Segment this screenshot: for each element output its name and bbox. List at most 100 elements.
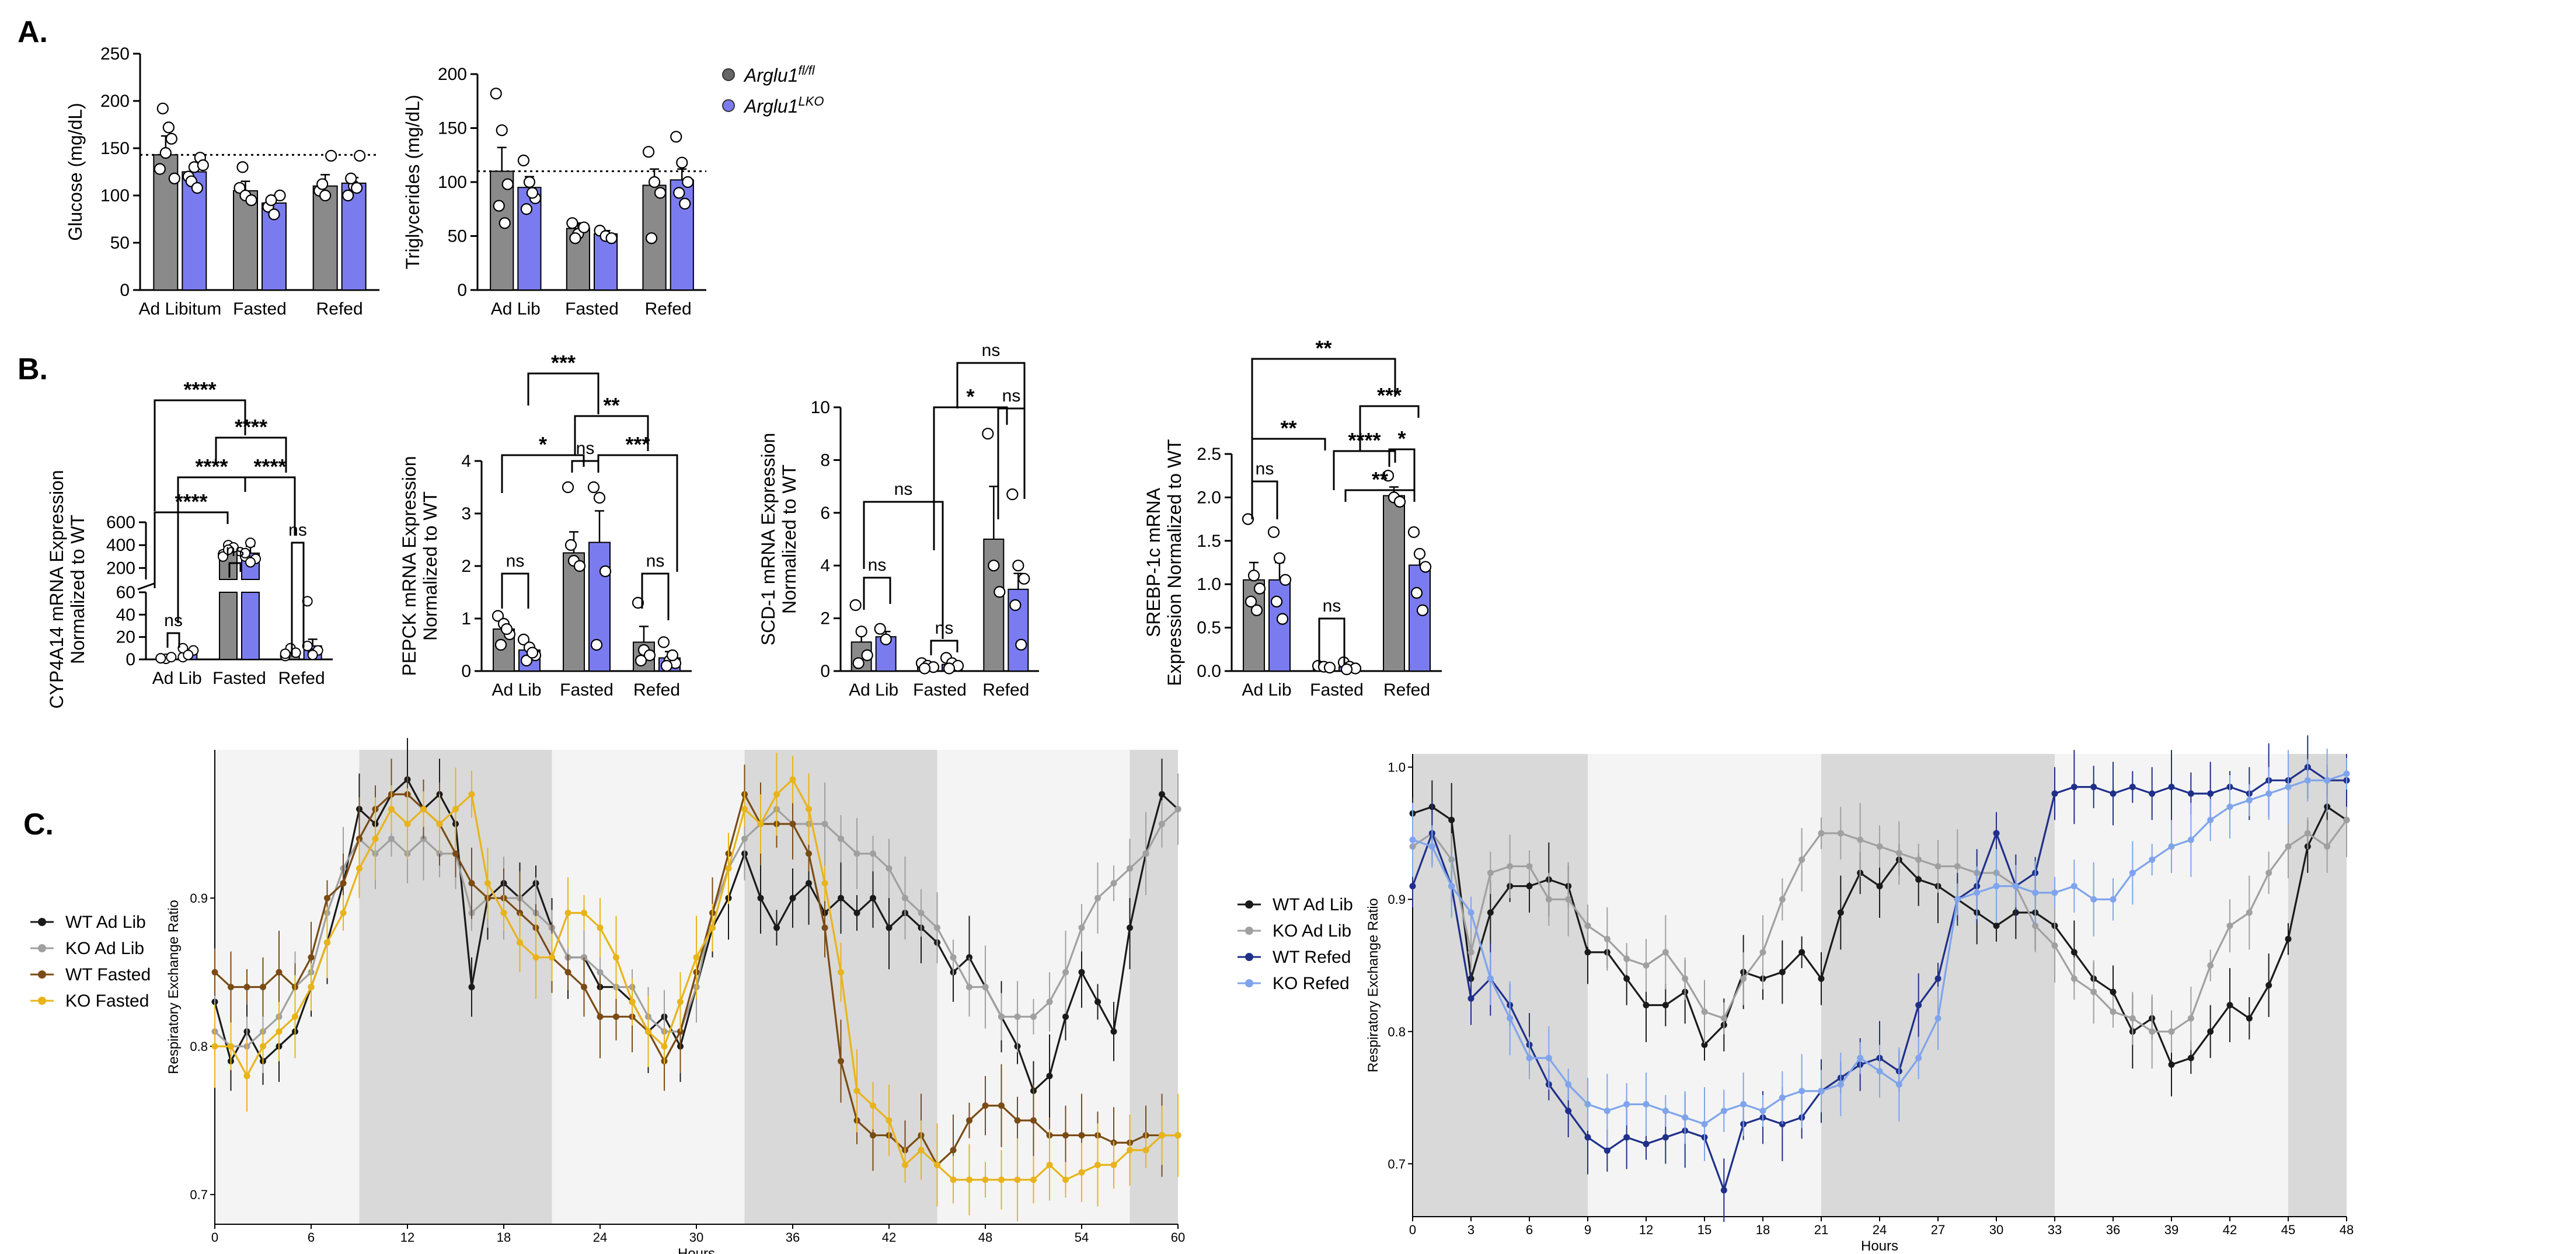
data-point (2051, 790, 2058, 797)
data-point (838, 835, 844, 842)
x-tick-label: 21 (1814, 1222, 1828, 1237)
data-point (520, 654, 533, 667)
data-point (2207, 816, 2214, 823)
significance-label: * (966, 385, 974, 408)
data-point (1270, 595, 1283, 608)
data-point (838, 969, 844, 976)
legend-item: WT Fasted (30, 965, 151, 984)
data-point (1526, 1054, 1533, 1061)
significance-bracket (1251, 480, 1278, 519)
data-point (1759, 1108, 1766, 1115)
bar-flfl (1243, 579, 1265, 672)
data-point (2265, 790, 2272, 797)
data-point (2032, 923, 2039, 930)
data-point (1014, 1117, 1021, 1124)
data-point (1142, 1147, 1149, 1154)
data-point (1623, 955, 1630, 962)
y-tick-label: 250 (100, 44, 130, 64)
y-tick-label: 400 (106, 536, 135, 555)
data-point (1779, 1094, 1786, 1101)
y-tick-label: 2 (820, 609, 830, 628)
y-axis-title: SREBP-1c mRNA (1143, 487, 1164, 637)
x-tick-label: Fasted (913, 680, 967, 700)
data-point (1798, 1088, 1805, 1095)
significance-label: ** (603, 393, 619, 417)
x-tick-label: 42 (882, 1230, 896, 1245)
data-point (597, 924, 604, 931)
data-point (2149, 1028, 2156, 1035)
data-point (950, 1147, 957, 1154)
data-point (1014, 1013, 1021, 1020)
data-point (2343, 770, 2350, 777)
y-tick-label: 0 (461, 662, 471, 681)
data-point (806, 880, 812, 887)
data-point (1818, 1088, 1825, 1095)
data-point (1720, 1187, 1727, 1194)
data-point (2032, 889, 2039, 896)
data-point (950, 954, 957, 961)
panel-label-b: B. (18, 352, 48, 386)
significance-label: ns (226, 541, 245, 560)
data-point (436, 820, 443, 827)
legend-label: KO Fasted (65, 991, 149, 1011)
data-point (1448, 883, 1455, 890)
data-point (853, 850, 860, 857)
data-point (1487, 909, 1494, 916)
data-point (1159, 1132, 1165, 1139)
data-point (741, 835, 748, 842)
data-point (988, 560, 1000, 572)
x-tick-label: 18 (497, 1230, 511, 1245)
data-point (757, 895, 764, 902)
data-point (861, 649, 873, 661)
data-point (155, 653, 166, 664)
data-point (849, 599, 862, 612)
data-point (280, 648, 291, 659)
data-point (632, 596, 644, 609)
x-tick-label: Ad Lib (492, 680, 541, 700)
legend-marker (38, 970, 46, 979)
data-point (2168, 1028, 2175, 1035)
data-point (569, 232, 581, 244)
significance-label: ns (1002, 386, 1021, 406)
legend-marker-lko (722, 99, 735, 112)
data-point (2090, 896, 2097, 903)
data-point (2129, 784, 2136, 791)
data-point (709, 924, 716, 931)
data-point (1818, 975, 1825, 982)
data-point (2207, 790, 2214, 797)
data-point (1416, 604, 1429, 616)
data-point (2304, 830, 2311, 837)
data-point (1062, 1132, 1069, 1139)
data-point (1876, 1068, 1883, 1075)
data-point (1993, 923, 2000, 930)
y-tick-label: 150 (438, 119, 467, 138)
data-point (162, 121, 175, 134)
bar-lko (341, 182, 367, 291)
data-point (1409, 883, 1416, 890)
x-tick-label: 39 (2164, 1222, 2178, 1237)
data-point (1604, 1147, 1611, 1154)
data-point (2090, 988, 2097, 995)
data-point (1242, 513, 1254, 525)
significance-bracket (1359, 405, 1420, 452)
significance-label: ns (506, 551, 525, 571)
y-tick-label: 200 (106, 558, 135, 578)
y-tick-label: 100 (100, 186, 130, 205)
chart-cyp4a14: 0 20 40 60 200 400 600 CYP4A14 mRNA Expression N… (46, 378, 333, 709)
data-point (1720, 1015, 1727, 1022)
data-point (1078, 969, 1085, 976)
x-tick-label: 18 (1756, 1222, 1770, 1237)
data-point (566, 217, 578, 229)
data-point (870, 1102, 876, 1109)
data-point (2226, 1001, 2233, 1008)
data-point (966, 1176, 972, 1183)
svg-text:Arglu1fl/fl: Arglu1fl/fl (743, 63, 815, 86)
data-point (354, 149, 366, 162)
data-point (1565, 1081, 1572, 1088)
significance-bracket (1318, 617, 1345, 665)
data-point (1142, 850, 1149, 857)
x-tick-label: Fasted (565, 299, 619, 319)
data-point (1895, 850, 1902, 857)
data-point (1623, 975, 1630, 982)
data-point (1701, 1041, 1708, 1048)
